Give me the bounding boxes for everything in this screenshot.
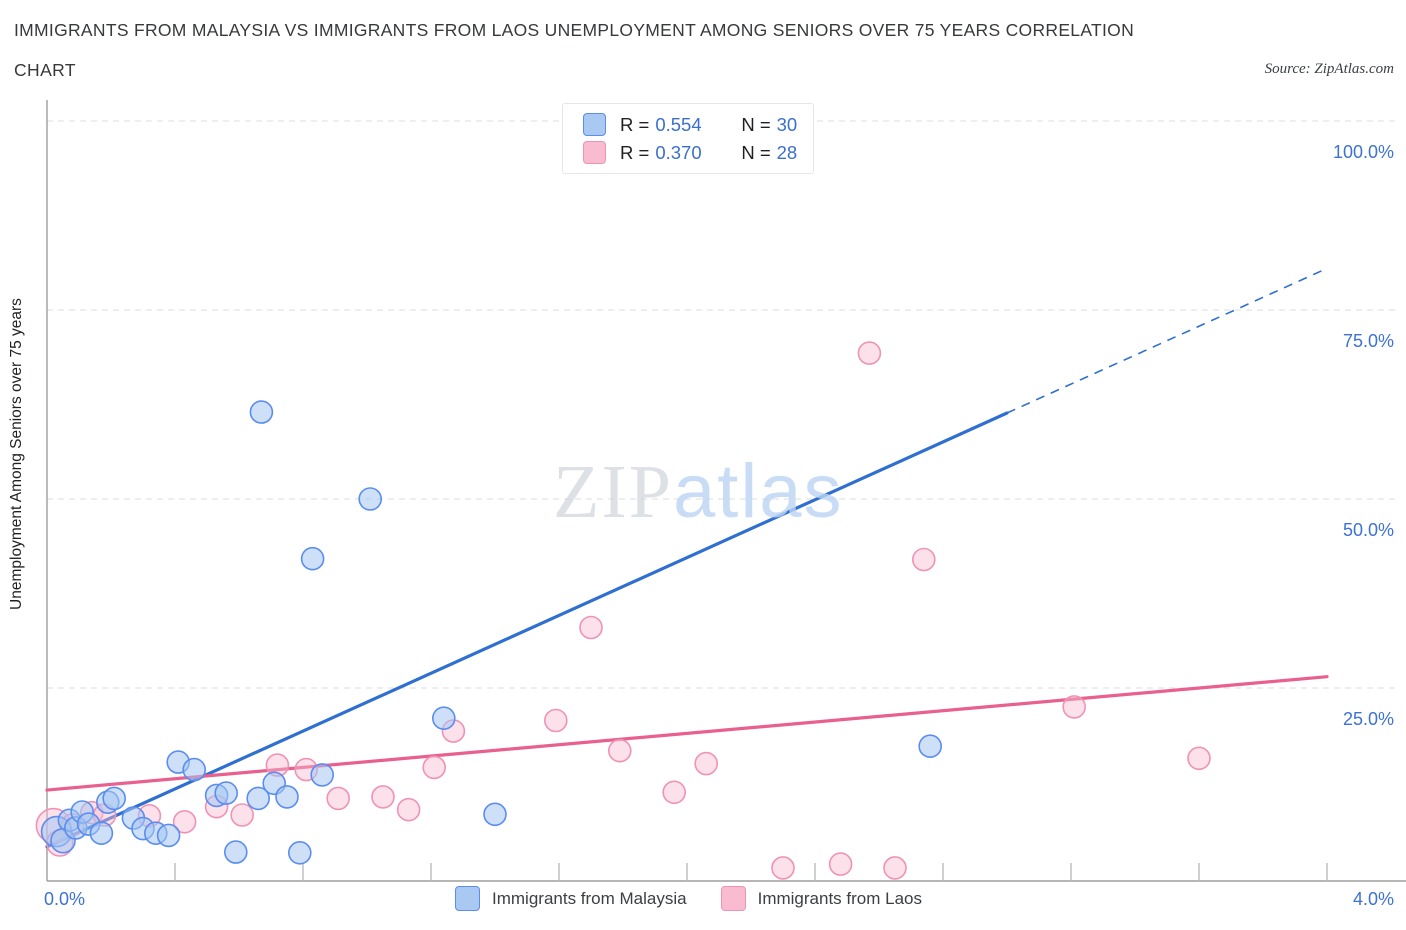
point-laos[interactable] (828, 852, 853, 876)
point-laos[interactable] (694, 751, 719, 776)
n-value-laos: 28 (776, 141, 798, 163)
point-laos[interactable] (857, 341, 882, 365)
correlation-stats-box: R = 0.554 N = 30 R = 0.370 N = 28 (562, 103, 814, 174)
y-tick-25: 25.0% (1342, 709, 1394, 729)
bottom-legend: Immigrants from Malaysia Immigrants from… (455, 886, 922, 911)
source-credit: Source: ZipAtlas.com (1264, 61, 1394, 77)
legend-item-laos[interactable]: Immigrants from Laos (720, 886, 922, 911)
point-malaysia[interactable] (310, 763, 335, 787)
malaysia-legend-swatch (455, 886, 480, 911)
point-malaysia[interactable] (287, 840, 312, 865)
point-laos[interactable] (1062, 695, 1086, 719)
stats-row-malaysia: R = 0.554 N = 30 (583, 113, 799, 136)
r-label: R = (620, 113, 650, 135)
y-axis-title: Unemployment Among Seniors over 75 years (8, 298, 25, 610)
y-tick-50: 50.0% (1342, 520, 1394, 540)
point-malaysia[interactable] (102, 786, 126, 811)
point-malaysia[interactable] (358, 487, 383, 511)
laos-legend-swatch (720, 886, 746, 911)
trendline-laos (45, 675, 1329, 792)
point-malaysia[interactable] (224, 840, 248, 864)
point-malaysia[interactable] (483, 802, 507, 827)
stats-row-laos: R = 0.370 N = 28 (583, 141, 799, 164)
point-laos[interactable] (543, 708, 568, 733)
zipatlas-watermark: ZIPatlas (553, 448, 844, 536)
point-laos[interactable] (771, 856, 795, 880)
point-malaysia[interactable] (300, 546, 325, 571)
point-malaysia[interactable] (89, 821, 114, 846)
point-laos[interactable] (396, 797, 421, 822)
y-tick-100: 100.0% (1332, 142, 1394, 162)
point-laos[interactable] (883, 856, 907, 880)
point-malaysia[interactable] (431, 706, 456, 731)
chart-title: IMMIGRANTS FROM MALAYSIA VS IMMIGRANTS F… (14, 20, 1135, 40)
chart-title-line2: CHART (14, 60, 76, 80)
point-malaysia[interactable] (275, 785, 299, 809)
trendline-malaysia (45, 411, 1009, 849)
point-malaysia[interactable] (182, 757, 206, 782)
point-laos[interactable] (230, 803, 254, 827)
point-laos[interactable] (371, 785, 395, 809)
y-tick-75: 75.0% (1342, 331, 1394, 351)
legend-item-malaysia[interactable]: Immigrants from Malaysia (455, 886, 687, 911)
point-malaysia[interactable] (156, 823, 181, 848)
laos-legend-label: Immigrants from Laos (757, 888, 922, 908)
laos-color-swatch (583, 141, 606, 164)
malaysia-color-swatch (583, 113, 606, 136)
malaysia-legend-label: Immigrants from Malaysia (492, 888, 687, 908)
x-tick-min: 0.0% (44, 889, 86, 909)
r-value-malaysia: 0.554 (655, 113, 702, 135)
point-laos[interactable] (422, 755, 447, 780)
point-malaysia[interactable] (918, 734, 943, 759)
x-tick-max: 4.0% (1352, 889, 1394, 909)
point-laos[interactable] (911, 547, 936, 572)
point-malaysia[interactable] (214, 781, 238, 805)
point-malaysia[interactable] (249, 400, 274, 424)
point-laos[interactable] (579, 615, 603, 640)
r-label: R = (620, 141, 650, 163)
n-label: N = (741, 113, 771, 135)
point-laos[interactable] (607, 738, 632, 763)
point-laos[interactable] (1187, 746, 1211, 771)
watermark-zip: ZIP (553, 450, 673, 534)
n-label: N = (741, 141, 771, 163)
point-laos[interactable] (326, 786, 351, 811)
n-value-malaysia: 30 (776, 113, 798, 135)
r-value-laos: 0.370 (655, 141, 702, 163)
watermark-atlas: atlas (673, 449, 844, 534)
point-laos[interactable] (172, 809, 197, 834)
point-malaysia[interactable] (246, 786, 271, 811)
point-laos[interactable] (662, 780, 687, 805)
trendline-extension-malaysia (1006, 267, 1328, 414)
